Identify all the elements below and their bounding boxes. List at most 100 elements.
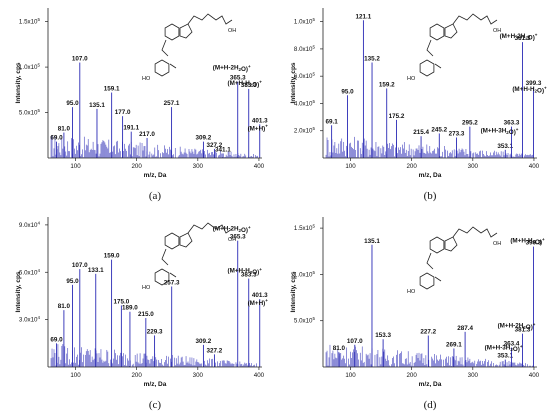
y-tick-exponent: 5: [312, 270, 315, 275]
hydroxyl-label: HO: [142, 285, 151, 291]
x-tick-label: 300: [468, 163, 479, 170]
hydroxyl-label: OH: [228, 28, 236, 34]
y-tick-label: 1.5x105: [19, 17, 41, 26]
ion-label: (M+H-2H2O)+: [213, 225, 251, 234]
x-tick-label: 100: [345, 372, 356, 379]
x-tick-label: 200: [131, 163, 142, 170]
peak-label: 133.1: [88, 267, 104, 274]
hydroxyl-label: OH: [493, 28, 501, 34]
x-tick-label: 400: [529, 163, 540, 170]
side-chain: [452, 226, 498, 238]
peak-label: 69.0: [50, 135, 63, 142]
peak-label: 95.0: [341, 88, 354, 95]
y-axis-label: Intensity, cps: [15, 62, 22, 103]
methylene: [169, 272, 177, 278]
panel-caption: (a): [149, 190, 162, 202]
molecule-structure: HO OH: [142, 13, 236, 82]
side-chain: [187, 222, 233, 234]
panel-caption: (d): [424, 399, 437, 411]
peak-label: 107.0: [347, 338, 363, 345]
peak-label: 309.2: [196, 135, 212, 142]
molecule-structure: HO OH: [407, 226, 501, 295]
y-tick-exponent: 5: [37, 63, 40, 68]
peak-label: 107.0: [72, 262, 88, 269]
ring: [164, 232, 180, 250]
y-axis-label: Intensity, cps: [15, 271, 22, 312]
hydroxyl-label: OH: [228, 237, 236, 243]
peak-label: 135.1: [89, 102, 105, 109]
y-tick-exponent: 5: [37, 108, 40, 113]
y-tick-exponent: 4: [37, 315, 40, 320]
x-tick-label: 100: [345, 163, 356, 170]
peak-label: 287.4: [457, 325, 473, 332]
linker: [426, 39, 434, 57]
peak-label: 81.0: [333, 345, 346, 352]
x-tick-label: 100: [70, 163, 81, 170]
y-tick-label: 4.0x105: [294, 99, 316, 108]
peak-label: 401.3: [252, 292, 268, 299]
peak-label: 215.4: [413, 129, 429, 136]
y-tick-exponent: 5: [312, 44, 315, 49]
methylene: [169, 63, 177, 69]
peak-label: 381.3: [515, 327, 531, 334]
hydroxyl-label: HO: [407, 76, 416, 82]
peak-label: 401.3: [252, 117, 268, 124]
linker: [426, 252, 434, 270]
peak-label: 257.1: [164, 100, 180, 107]
peak-label: 365.3: [230, 234, 246, 241]
y-tick-label: 5.0x105: [19, 108, 41, 117]
ring: [444, 236, 458, 252]
peak-label: 227.2: [420, 329, 436, 336]
peak-label: 341.1: [215, 146, 231, 153]
peak-label: 353.1: [497, 353, 513, 360]
ring: [429, 236, 445, 254]
ring: [154, 59, 170, 77]
peak-label: 257.3: [164, 279, 180, 286]
x-tick-label: 200: [406, 163, 417, 170]
peak-label: 383.3: [241, 82, 257, 89]
y-tick-exponent: 5: [312, 72, 315, 77]
peak-label: 69.0: [50, 336, 63, 343]
ion-label: (M+H)+: [248, 123, 269, 132]
peak-label: 189.0: [122, 305, 138, 312]
spectrum-panel-b: 69.1 95.0 121.1 135.2 159.2 175.2 215.4 245.227…: [290, 8, 547, 202]
peak-label: 273.3: [449, 131, 465, 138]
molecule-structure: HO OH: [142, 222, 236, 291]
ring: [444, 23, 458, 39]
x-tick-label: 200: [131, 372, 142, 379]
y-tick-exponent: 5: [312, 316, 315, 321]
x-tick-label: 200: [406, 372, 417, 379]
y-tick-exponent: 5: [312, 99, 315, 104]
peak-label: 81.0: [58, 303, 71, 310]
hydroxyl-label: HO: [142, 76, 151, 82]
ion-label: (M+H-H2O)+: [228, 79, 263, 88]
peak-label: 363.3: [504, 120, 520, 127]
ion-label: (M+H)+: [248, 298, 269, 307]
y-tick-label: 3.0x104: [19, 315, 41, 324]
peak-label: 175.2: [389, 113, 405, 120]
peak-label: 153.3: [375, 332, 391, 339]
y-tick-label: 6.0x105: [294, 72, 316, 81]
ion-label: (M+H-2H2O)+: [213, 64, 251, 73]
peak-label: 159.0: [104, 253, 120, 260]
noise-peaks: [325, 344, 533, 367]
y-tick-exponent: 5: [312, 224, 315, 229]
peak-label: 135.2: [364, 56, 380, 63]
peak-label: 81.0: [58, 126, 71, 133]
peak-label: 217.0: [139, 131, 155, 138]
molecule-structure: HO OH: [407, 13, 501, 82]
peak-label: 159.2: [379, 81, 395, 88]
peak-label: 95.0: [66, 278, 79, 285]
peak-label: 177.0: [115, 109, 131, 116]
peak-label: 309.2: [196, 338, 212, 345]
peak-label: 399.3: [526, 240, 542, 247]
peak-label: 399.3: [526, 80, 542, 87]
ring: [419, 272, 435, 290]
y-tick-label: 1.5x105: [294, 224, 316, 233]
y-tick-exponent: 5: [37, 17, 40, 22]
y-tick-label: 6.0x104: [19, 268, 41, 277]
peak-label: 381.3: [515, 35, 531, 42]
y-tick-label: 8.0x105: [294, 44, 316, 53]
peak-label: 215.0: [138, 311, 154, 318]
